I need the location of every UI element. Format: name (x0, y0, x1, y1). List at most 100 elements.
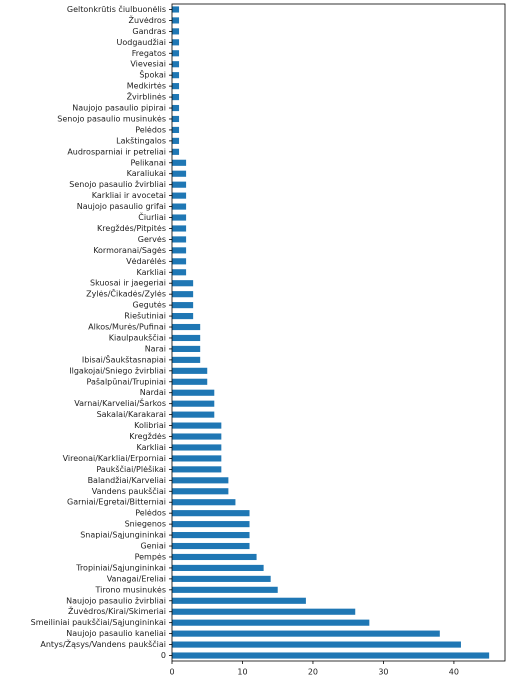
y-tick-label: Riešutiniai (124, 311, 166, 321)
bar (172, 83, 180, 90)
bar (172, 137, 180, 144)
bar (172, 542, 250, 550)
bar (172, 422, 222, 429)
bar (172, 126, 180, 133)
bar (172, 334, 201, 342)
bar (172, 269, 187, 276)
bar (172, 466, 222, 473)
bar (172, 389, 215, 396)
y-tick-label: Vireonai/Karkliai/Erporniai (63, 454, 166, 463)
bar (172, 313, 194, 320)
bar (172, 280, 194, 287)
bar (172, 586, 278, 593)
y-tick-label: Fregatos (132, 49, 166, 58)
bar (172, 323, 201, 331)
x-tick-label: 40 (449, 668, 459, 677)
bar (172, 619, 370, 626)
y-tick-label: Gandras (132, 27, 166, 36)
bar (172, 302, 194, 309)
bar (172, 28, 180, 35)
bar (172, 575, 271, 582)
y-tick-label: Medkirtės (127, 82, 166, 91)
y-tick-label: 0 (161, 651, 166, 660)
bar (172, 411, 215, 418)
bar (172, 521, 250, 528)
bar (172, 378, 208, 385)
y-tick-label: Geniai (140, 542, 166, 551)
bar (172, 608, 356, 615)
y-tick-label: Alkos/Murės/Pufinai (88, 323, 166, 332)
y-tick-label: Vievesiai (130, 60, 166, 69)
y-tick-label: Karkliai (137, 443, 167, 452)
x-tick-label: 30 (378, 668, 388, 677)
x-tick-label: 0 (169, 668, 174, 677)
bar (172, 564, 264, 571)
y-tick-label: Žvirblinės (127, 91, 166, 102)
bar (172, 94, 180, 101)
y-tick-label: Tropiniai/Sąjungininkai (75, 563, 166, 572)
y-tick-label: Senojo pasaulio žvirbliai (69, 180, 166, 189)
y-tick-label: Kiaulpaukščiai (109, 332, 166, 342)
y-tick-label: Ibisai/Šaukštasnapiai (82, 353, 166, 364)
bar (172, 247, 187, 254)
bar (172, 641, 461, 648)
y-tick-label: Gegutės (133, 301, 167, 310)
bar (172, 367, 208, 374)
y-tick-label: Pelėdos (135, 509, 166, 518)
bar (172, 17, 180, 24)
y-tick-label: Karkliai (137, 268, 167, 277)
bar (172, 258, 187, 265)
y-tick-label: Senojo pasaulio musinukės (57, 114, 166, 123)
bar (172, 72, 180, 79)
y-tick-label: Zylės/Čikadės/Zylės (86, 288, 166, 299)
y-tick-label: Žuvėdros/Kirai/Skimeriai (68, 605, 166, 616)
y-tick-label: Skuosai ir jaegeriai (90, 279, 166, 288)
bar (172, 455, 222, 462)
x-tick-label: 10 (237, 668, 247, 677)
y-tick-label: Naujojo pasaulio pipirai (72, 104, 166, 113)
x-tick-label: 20 (308, 668, 318, 677)
y-tick-label: Tirono musinukės (95, 585, 167, 594)
y-tick-label: Uodgaudžiai (116, 38, 166, 47)
bar (172, 104, 180, 112)
y-tick-label: Vanagai/Ereliai (107, 574, 166, 583)
bar (172, 170, 187, 177)
y-tick-label: Snapiai/Sąjungininkai (80, 531, 166, 540)
y-tick-label: Žuvėdros (129, 14, 166, 25)
axes-frame (171, 3, 506, 662)
y-tick-label: Vėdarėlės (126, 257, 166, 266)
y-tick-label: Balandžiai/Karveliai (88, 476, 166, 485)
bar (172, 148, 180, 155)
bar (172, 499, 236, 506)
y-tick-label: Čiurliai (138, 211, 166, 222)
y-tick-label: Naujojo pasaulio grifai (77, 202, 166, 211)
bar (172, 39, 180, 46)
y-tick-label: Naujojo pasaulio žvirbliai (66, 596, 166, 605)
y-tick-label: Kregždės/Pitpitės (97, 224, 166, 233)
y-tick-label: Vandens paukščiai (92, 486, 166, 496)
y-tick-label: Lakštingalos (116, 135, 166, 145)
y-tick-label: Pelikanai (131, 158, 167, 167)
bar (172, 291, 194, 298)
bar (172, 630, 440, 637)
y-tick-label: Sniegenos (125, 520, 166, 529)
bar (172, 444, 222, 451)
y-tick-label: Narai (145, 344, 166, 353)
bar (172, 345, 201, 352)
y-tick-label: Pašalpūnai/Trupiniai (87, 376, 167, 386)
y-tick-label: Karkliai ir avocetai (92, 191, 166, 200)
bar (172, 214, 187, 221)
bar (172, 488, 229, 495)
y-tick-label: Špokai (139, 69, 166, 80)
y-tick-label: Ilgakojai/Sniego žvirbliai (69, 366, 166, 375)
y-tick-label: Nardai (140, 388, 166, 397)
bar (172, 225, 187, 232)
y-tick-label: Garniai/Egretai/Bitterniai (67, 498, 166, 507)
bar (172, 400, 215, 407)
y-tick-label: Naujojo pasaulio kaneliai (66, 629, 166, 638)
y-tick-label: Audrosparniai ir petreliai (67, 147, 166, 156)
bar (172, 115, 180, 123)
bar (172, 203, 187, 210)
bar (172, 532, 250, 539)
bar (172, 236, 187, 243)
